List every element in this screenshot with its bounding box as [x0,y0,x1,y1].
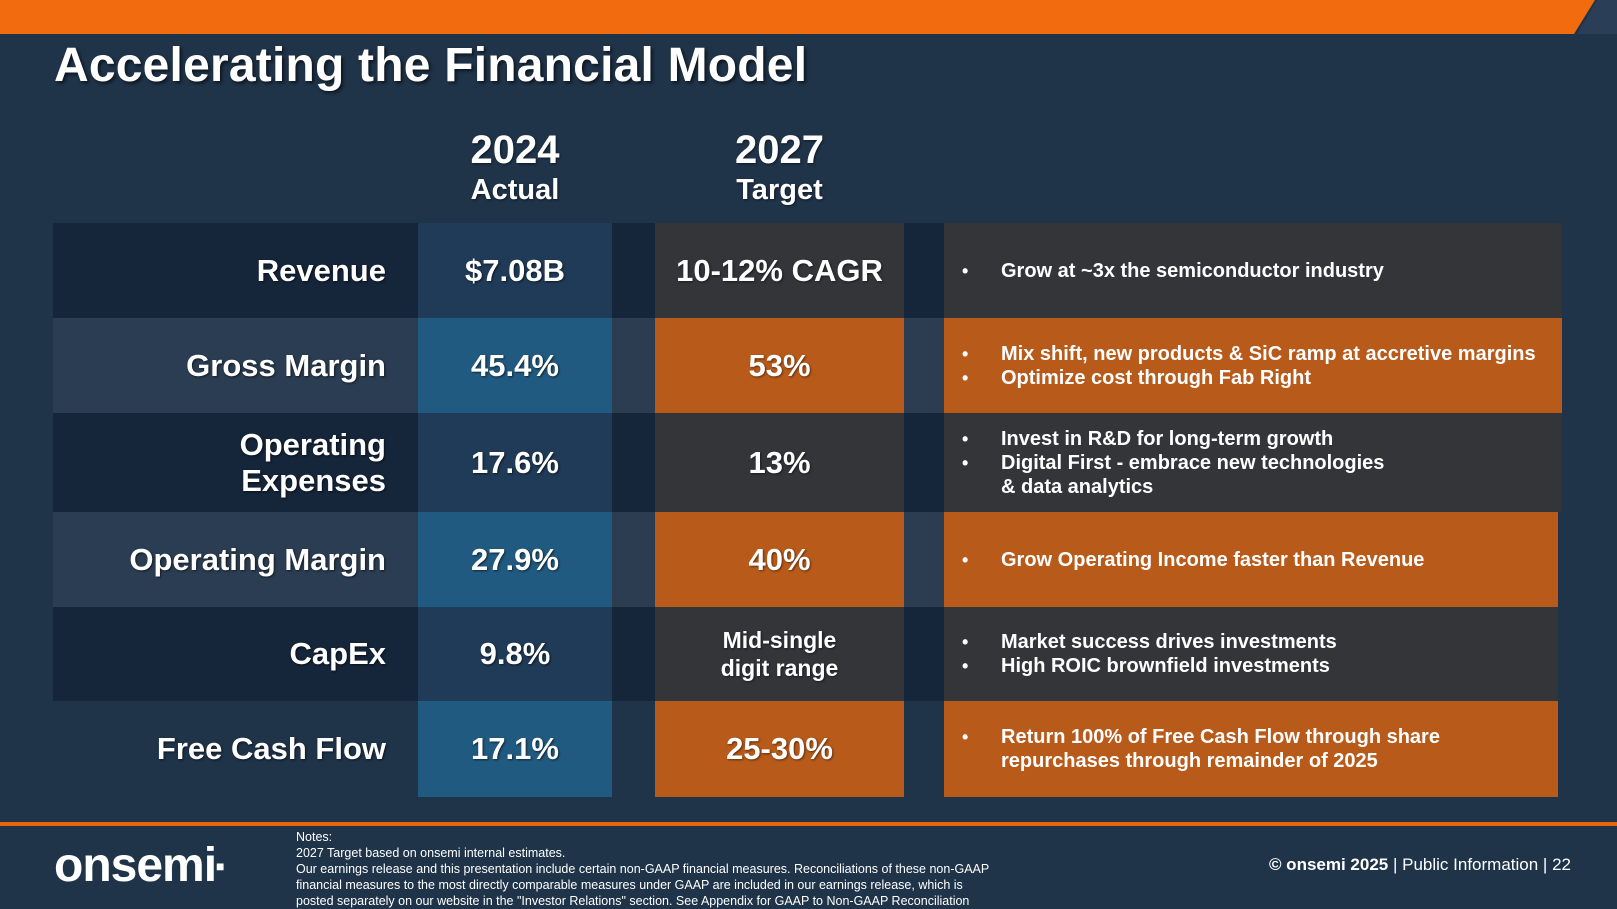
row-label-line: Operating [239,426,386,462]
target-value: 10-12% CAGR [655,223,904,318]
spacer [904,512,944,607]
target-value: Mid-single digit range [655,607,904,701]
actual-value: 17.6% [418,413,612,512]
target-value-line: digit range [720,655,839,681]
list-item-line: & data analytics [1001,475,1154,498]
row-label: Gross Margin [53,318,418,413]
row-notes: Invest in R&D for long-term growth Digit… [944,413,1562,512]
target-value: 13% [655,413,904,512]
copyright-text: © onsemi 2025 [1268,855,1389,874]
row-label-line: Expenses [241,462,386,498]
company-logo: onsemi■ [54,839,225,892]
target-value: 25-30% [655,701,904,797]
row-notes: Return 100% of Free Cash Flow through sh… [944,701,1558,797]
spacer [904,318,944,413]
list-item-line: Return 100% of Free Cash Flow through sh… [1001,726,1440,748]
row-notes: Grow at ~3x the semiconductor industry [944,223,1562,318]
spacer [612,607,655,701]
footnotes: Notes: 2027 Target based on onsemi inter… [296,829,1056,909]
row-label: Free Cash Flow [156,731,386,766]
list-item: Return 100% of Free Cash Flow through sh… [962,725,1440,773]
footnote-line: 2027 Target based on onsemi internal est… [296,846,566,860]
actual-value: 27.9% [418,512,612,607]
footer-copyright: © onsemi 2025 | Public Information | 22 [1269,855,1571,875]
row-notes: Market success drives investments High R… [944,607,1558,701]
actual-value: 45.4% [418,318,612,413]
footnote-line: posted separately on our website in the … [296,894,970,908]
footnote-line: financial measures to the most directly … [296,878,963,892]
list-item: Grow at ~3x the semiconductor industry [962,259,1384,283]
list-item: Market success drives investments [962,630,1337,654]
logo-text: onsemi [54,839,217,892]
list-item: High ROIC brownfield investments [962,654,1337,678]
list-item: Optimize cost through Fab Right [962,366,1536,390]
actual-label: Actual [470,174,560,206]
actual-value: 17.1% [418,701,612,797]
actual-value: $7.08B [418,223,612,318]
list-item: Invest in R&D for long-term growth [962,427,1384,451]
row-label: Revenue [53,223,418,318]
page-title: Accelerating the Financial Model [54,39,808,92]
spacer [612,512,655,607]
footer-divider [0,822,1617,826]
target-value-line: Mid-single [722,627,837,653]
spacer [904,413,944,512]
actual-value: 9.8% [418,607,612,701]
row-label: CapEx [53,607,418,701]
spacer [612,223,655,318]
spacer [904,223,944,318]
row-label: Operating Expenses [53,413,418,512]
actual-year: 2024 [470,128,560,172]
spacer [904,607,944,701]
column-header-target: 2027 Target [655,128,904,208]
classification-text: | Public Information | [1392,855,1548,874]
list-item: Mix shift, new products & SiC ramp at ac… [962,342,1536,366]
target-label: Target [736,174,823,206]
row-notes: Grow Operating Income faster than Revenu… [944,512,1558,607]
target-year: 2027 [735,128,824,172]
target-value: 53% [655,318,904,413]
footnote-line: Our earnings release and this presentati… [296,862,990,876]
target-value: 40% [655,512,904,607]
list-item: Digital First - embrace new technologies… [962,451,1384,499]
list-item: Grow Operating Income faster than Revenu… [962,548,1424,572]
list-item-line: repurchases through remainder of 2025 [1001,750,1378,772]
column-header-actual: 2024 Actual [418,128,612,208]
spacer [612,318,655,413]
footnote-line: Notes: [296,830,333,844]
page-number: 22 [1552,855,1571,874]
spacer [612,413,655,512]
list-item-line: Digital First - embrace new technologies [1001,451,1385,474]
row-label: Operating Margin [53,512,418,607]
row-notes: Mix shift, new products & SiC ramp at ac… [944,318,1562,413]
top-accent-bar [0,0,1617,34]
